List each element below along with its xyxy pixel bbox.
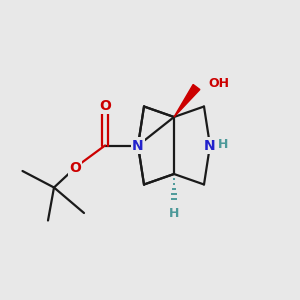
Text: O: O (69, 161, 81, 175)
Text: OH: OH (208, 77, 229, 90)
Text: O: O (99, 99, 111, 113)
Polygon shape (174, 85, 200, 117)
Text: H: H (218, 138, 229, 152)
Text: H: H (169, 207, 179, 220)
Text: N: N (132, 139, 144, 152)
Text: N: N (204, 139, 216, 152)
